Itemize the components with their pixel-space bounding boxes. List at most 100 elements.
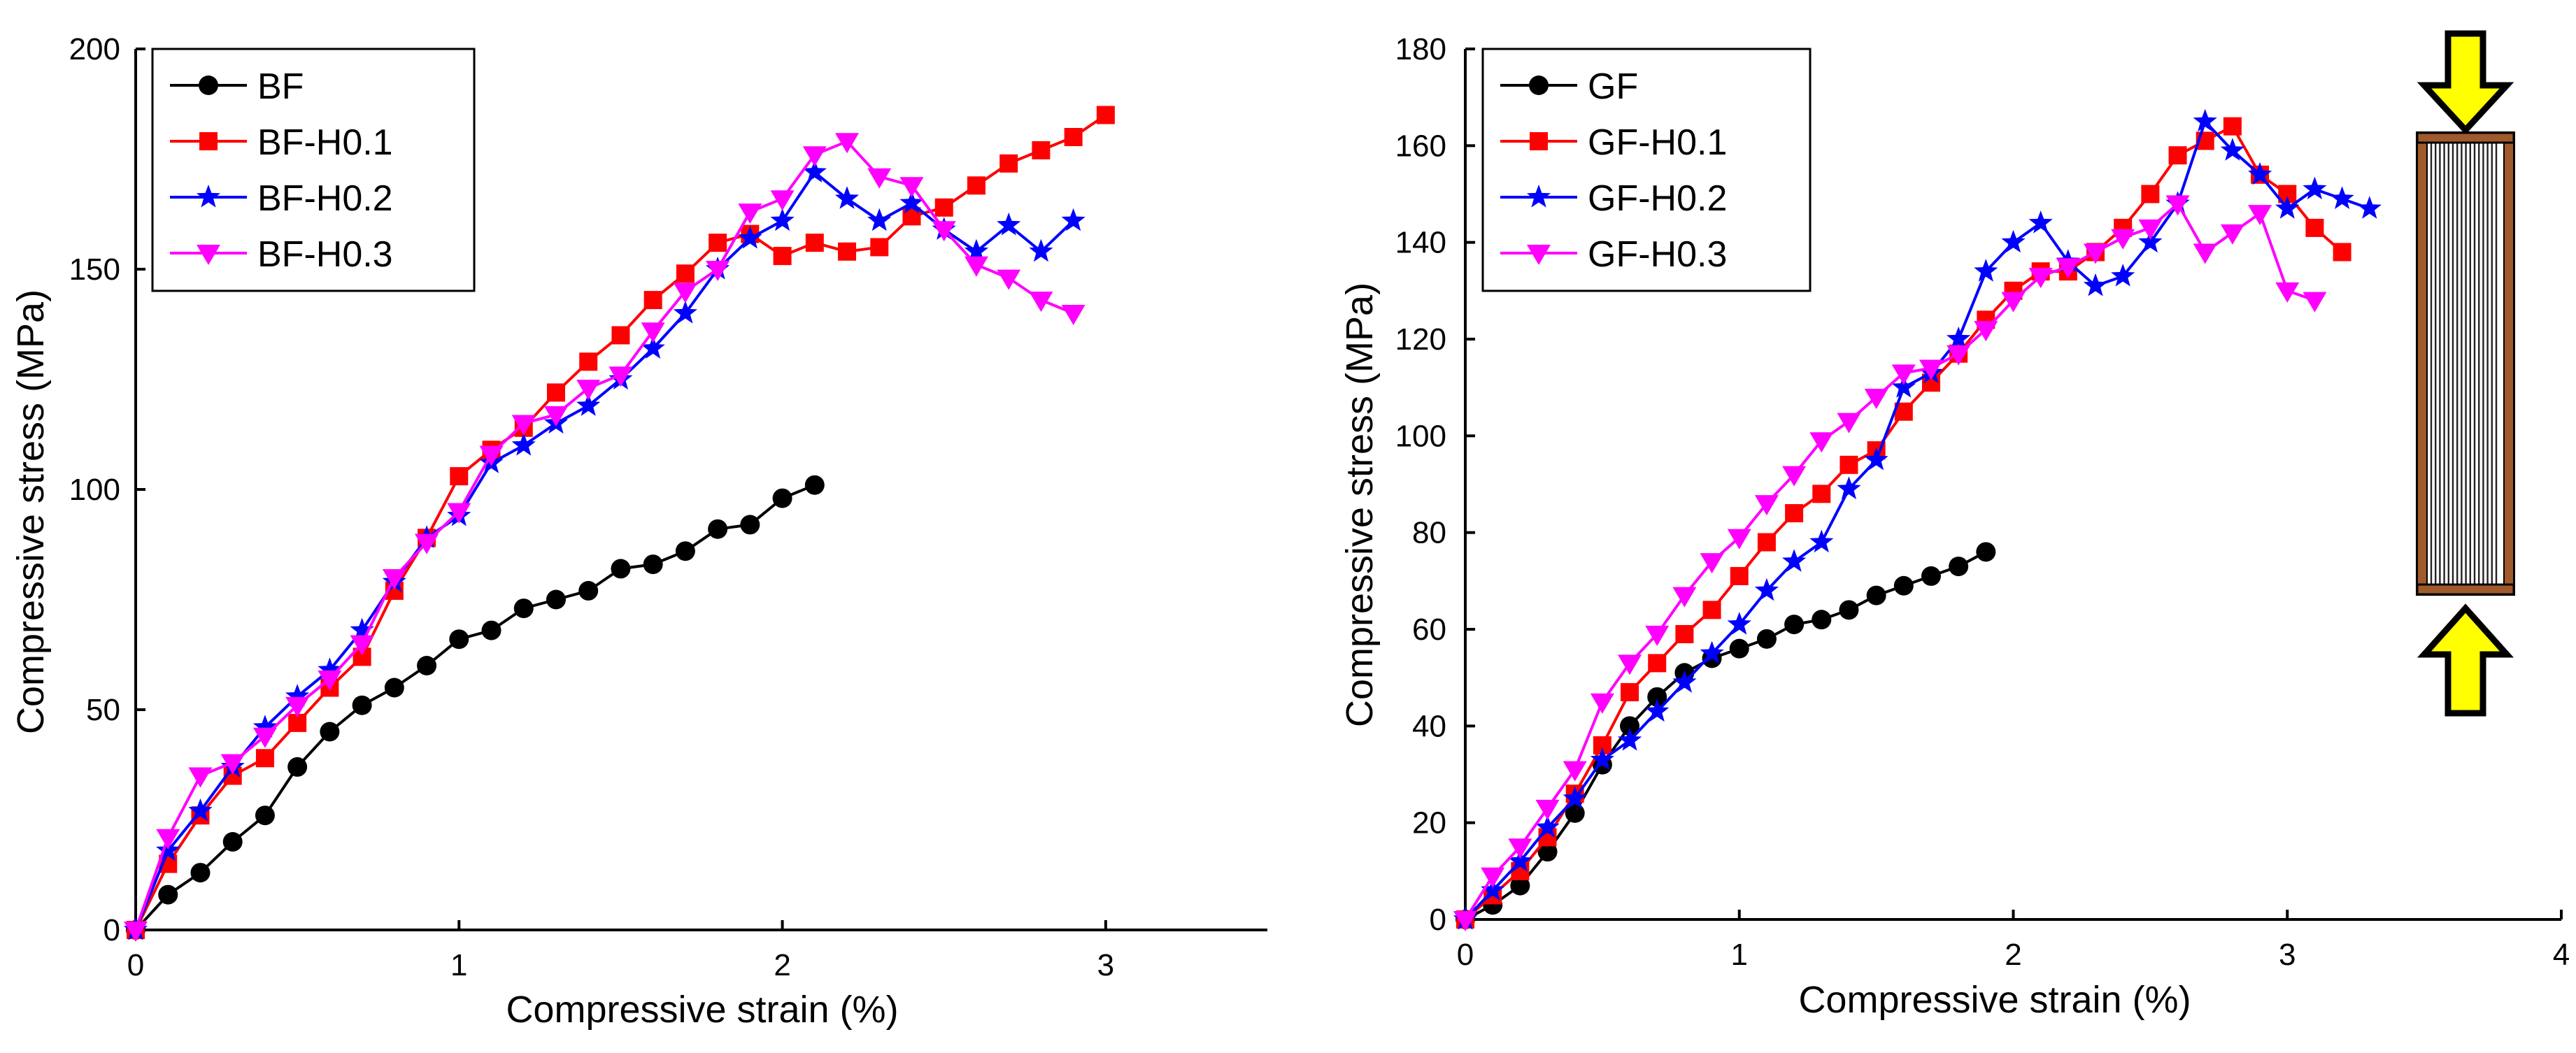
data-point-gf (1784, 615, 1805, 635)
legend-label: GF-H0.1 (1588, 122, 1727, 163)
y-tick-label: 200 (69, 32, 120, 66)
data-point-gf-h0-2 (1700, 640, 1724, 664)
data-point-bf (611, 559, 631, 579)
data-point-bf-h0-1 (450, 467, 469, 486)
data-point-bf-h0-2 (350, 617, 374, 641)
data-point-gf-h0-1 (1648, 654, 1667, 673)
data-point-gf (1893, 575, 1914, 596)
data-point-bf-h0-1 (709, 234, 727, 252)
data-point-bf-h0-3 (543, 406, 568, 427)
data-point-bf (255, 805, 275, 826)
data-point-gf-h0-2 (1672, 670, 1697, 693)
data-point-gf-h0-2 (1864, 447, 1888, 471)
chart-gf: 0 20 40 60 80 100 120 140 160 180 0 1 2 3 4 Compressiv… (1339, 32, 2570, 1021)
data-point-gf-h0-1 (1757, 533, 1776, 552)
legend-label: GF-H0.2 (1588, 178, 1727, 219)
data-point-bf (675, 541, 695, 561)
legend-label: GF-H0.3 (1588, 234, 1727, 275)
legend-marker (197, 245, 220, 265)
data-point-gf-h0-1 (2141, 185, 2160, 203)
data-point-bf-h0-3 (867, 168, 892, 189)
data-point-gf-h0-2 (1535, 815, 1560, 838)
data-point-bf (287, 757, 308, 777)
data-point-gf-h0-2 (1590, 747, 1614, 771)
data-point-gf-h0-3 (2111, 229, 2135, 250)
data-point-gf (1866, 585, 1886, 606)
data-point-bf-h0-1 (1096, 106, 1115, 124)
legend-label: BF-H0.1 (257, 122, 393, 163)
data-point-bf-h0-3 (252, 727, 277, 748)
data-point-bf-h0-2 (770, 208, 795, 231)
x-axis-label: Compressive strain (%) (1798, 979, 2191, 1021)
data-point-gf-h0-1 (1785, 504, 1804, 522)
x-tick-label: 4 (2553, 938, 2570, 972)
data-point-bf-h0-3 (382, 569, 406, 589)
data-point-gf-h0-3 (1672, 587, 1697, 608)
data-point-bf-h0-3 (479, 445, 504, 466)
data-point-gf (1647, 687, 1667, 707)
legend-marker (1530, 132, 1548, 150)
data-point-gf (1510, 875, 1530, 896)
data-point-gf-h0-3 (1590, 693, 1614, 714)
data-point-gf-h0-3 (1782, 466, 1807, 487)
data-point-bf (449, 629, 469, 650)
data-point-gf-h0-2 (2001, 229, 2026, 253)
data-point-bf-h0-2 (641, 336, 665, 359)
plot-frame (1464, 48, 2563, 921)
data-point-bf-h0-1 (838, 242, 857, 261)
y-tick-label: 180 (1395, 32, 1446, 66)
compression-specimen-diagram (2416, 30, 2515, 717)
data-point-bf-h0-1 (934, 198, 953, 217)
data-point-bf-h0-2 (1029, 238, 1053, 262)
legend-label: BF (257, 66, 304, 107)
data-point-gf-h0-1 (1730, 566, 1749, 585)
data-point-bf-h0-1 (676, 264, 695, 283)
data-point-bf (546, 589, 566, 610)
y-tick-label: 60 (1412, 613, 1446, 647)
tick-labels: 0 50 100 150 200 0 1 2 3 (69, 32, 1115, 982)
legend-label: BF-H0.3 (257, 234, 393, 275)
data-point-bf-h0-3 (899, 177, 924, 198)
data-point-bf-h0-2 (673, 301, 697, 324)
data-point-gf-h0-2 (1727, 612, 1751, 635)
data-point-gf-h0-2 (2220, 138, 2244, 161)
x-tick-label: 1 (450, 948, 467, 982)
data-point-gf-h0-3 (2056, 258, 2080, 279)
data-point-gf-h0-2 (2111, 264, 2135, 287)
data-point-bf-h0-2 (511, 433, 536, 456)
data-point-bf (158, 884, 178, 905)
data-point-bf-h0-3 (964, 256, 988, 277)
data-point-gf-h0-1 (1702, 601, 1721, 619)
series-line-bf (134, 483, 816, 931)
data-point-bf-h0-1 (999, 154, 1018, 173)
data-point-bf (772, 488, 792, 508)
data-point-bf-h0-3 (835, 133, 860, 154)
legend-item-bf-h0-1: BF-H0.1 (170, 122, 393, 163)
data-point-bf-h0-1 (611, 326, 630, 345)
data-point-gf-h0-3 (2165, 195, 2190, 216)
data-point-gf-h0-2 (2028, 210, 2053, 234)
data-point-gf (1756, 629, 1777, 649)
data-point-bf (708, 519, 728, 539)
data-point-gf (1729, 638, 1749, 659)
specimen-fibers (2416, 131, 2515, 596)
data-point-bf-h0-3 (770, 190, 795, 211)
data-point-gf-h0-2 (2275, 196, 2300, 219)
data-point-bf (481, 620, 501, 640)
data-point-gf (1921, 566, 1941, 586)
data-point-bf (578, 580, 599, 601)
data-point-gf-h0-3 (2001, 292, 2026, 313)
data-point-bf-h0-1 (255, 749, 274, 768)
data-point-bf-h0-2 (188, 798, 213, 822)
data-point-gf-h0-3 (2028, 268, 2053, 289)
legend-item-gf: GF (1500, 66, 1638, 107)
data-point-bf-h0-1 (773, 247, 792, 266)
data-point-gf-h0-1 (2168, 146, 2187, 165)
y-tick-label: 100 (1395, 419, 1446, 453)
series-layer (123, 106, 1115, 942)
data-point-gf-h0-1 (2223, 117, 2242, 136)
data-point-gf-h0-2 (1782, 549, 1807, 572)
data-point-bf-h0-1 (805, 234, 824, 252)
data-point-bf-h0-2 (1061, 208, 1086, 231)
